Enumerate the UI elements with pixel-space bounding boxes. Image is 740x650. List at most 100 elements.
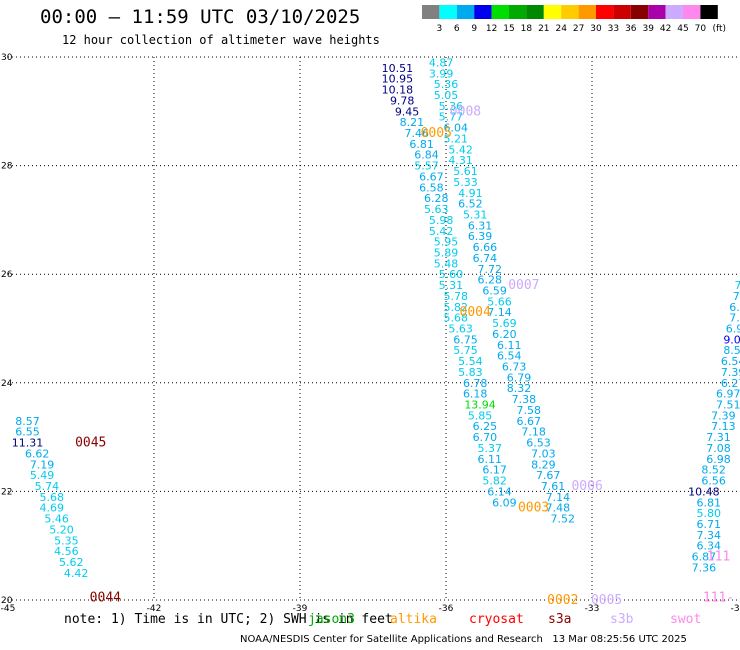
- wave-height-point: 7.61: [541, 480, 566, 493]
- wave-height-point: 5.36: [439, 100, 464, 113]
- wave-height-point: 6.67: [516, 415, 541, 428]
- colorbar-swatch: [561, 5, 579, 19]
- wave-height-point: 6.70: [473, 431, 498, 444]
- wave-height-point: 9.78: [390, 94, 415, 107]
- wave-height-point: 7.58: [516, 404, 541, 417]
- wave-height-point: 6.81: [409, 138, 434, 151]
- wave-height-point: 7.67: [536, 469, 561, 482]
- colorbar-level: 21: [538, 24, 549, 34]
- colorbar-swatch: [526, 5, 544, 19]
- wave-height-point: 7.14: [546, 491, 571, 504]
- wave-height-point: 4.42: [64, 567, 89, 580]
- wave-height-point: 6.62: [25, 447, 50, 460]
- wave-height-point: 6.09: [492, 496, 517, 509]
- wave-height-point: 7.39: [721, 366, 740, 379]
- y-tick-label: 20: [1, 596, 13, 606]
- wave-height-point: 6.27: [721, 377, 740, 390]
- wave-height-point: 8.51: [723, 344, 740, 357]
- y-tick-label: 26: [1, 270, 13, 280]
- wave-height-point: 7.3: [729, 312, 740, 325]
- mission-s3b: s3b: [610, 612, 634, 627]
- track-time-label: 0007: [508, 278, 539, 293]
- wave-height-point: 5.68: [443, 312, 468, 325]
- mission-swot: swot: [670, 612, 702, 627]
- wave-height-point: 8.29: [531, 458, 556, 471]
- wave-height-point: 5.21: [443, 132, 468, 145]
- colorbar-level: 33: [608, 24, 619, 34]
- wave-height-point: 5.20: [49, 523, 74, 536]
- wave-height-point: 6.17: [482, 464, 507, 477]
- colorbar-swatch: [700, 5, 718, 19]
- track-time-label: 0008: [450, 104, 481, 119]
- y-tick-label: 28: [1, 162, 13, 172]
- wave-height-point: 6.81: [697, 496, 722, 509]
- wave-height-point: 7.52: [551, 513, 576, 526]
- colorbar-swatch: [665, 5, 683, 19]
- wave-height-point: 7.31: [706, 431, 731, 444]
- wave-height-point: 5.46: [44, 513, 69, 526]
- wave-height-point: 8.32: [507, 382, 532, 395]
- wave-height-point: 7.08: [706, 442, 731, 455]
- colorbar-level: 18: [521, 24, 533, 34]
- y-tick-label: 22: [1, 487, 12, 497]
- wave-height-point: 6.53: [526, 437, 551, 450]
- wave-height-point: 5.82: [482, 475, 507, 488]
- wave-height-point: 5.42: [429, 225, 454, 238]
- colorbar-level: 39: [642, 24, 654, 34]
- wave-height-point: 6.78: [463, 377, 488, 390]
- wave-height-point: 5.54: [458, 355, 483, 368]
- colorbar-swatch: [474, 5, 492, 19]
- colorbar-swatch: [543, 5, 562, 19]
- wave-height-point: 6.39: [468, 230, 493, 243]
- wave-height-point: 4.69: [40, 502, 65, 515]
- wave-height-point: 5.63: [448, 323, 473, 336]
- wave-height-point: 9.45: [395, 105, 420, 118]
- wave-height-point: 5.42: [448, 143, 473, 156]
- colorbar-swatch: [596, 5, 614, 19]
- wave-height-point: 6.87: [692, 551, 717, 564]
- colorbar-level: 12: [486, 24, 497, 34]
- colorbar-level: 27: [573, 24, 584, 34]
- wave-height-point: 6.52: [458, 198, 483, 211]
- wave-height-point: 5.63: [424, 203, 449, 216]
- wave-height-point: 5.31: [463, 208, 488, 221]
- colorbar-swatch: [491, 5, 509, 19]
- wave-height-point: 5.36: [434, 78, 459, 91]
- wave-height-point: 4.91: [458, 187, 483, 200]
- wave-height-point: 6.58: [419, 181, 444, 194]
- track-time-label: 0044: [90, 590, 121, 605]
- wave-height-point: 6.54: [721, 355, 740, 368]
- chart-subtitle: 12 hour collection of altimeter wave hei…: [62, 33, 380, 47]
- wave-height-point: 5.85: [468, 409, 493, 422]
- wave-height-point: 5.49: [30, 469, 55, 482]
- wave-height-point: 6.18: [463, 388, 488, 401]
- wave-height-point: 6.97: [716, 388, 740, 401]
- colorbar-swatch: [422, 5, 440, 19]
- colorbar-level: 45: [677, 24, 688, 34]
- wave-height-point: 6.55: [15, 426, 40, 439]
- colorbar-swatch: [630, 5, 649, 19]
- wave-height-point: 5.66: [487, 295, 512, 308]
- wave-height-point: 4.87: [429, 56, 454, 69]
- wave-height-point: 7.14: [487, 306, 512, 319]
- wave-height-point: 5.82: [443, 301, 468, 314]
- wave-height-point: 6.67: [419, 170, 444, 183]
- x-tick-label: -39: [293, 604, 308, 614]
- wave-height-point: 5.60: [439, 268, 464, 281]
- wave-height-point: 6.91: [726, 323, 740, 336]
- wave-height-point: 6.74: [473, 252, 498, 265]
- wave-height-point: 5.77: [439, 111, 464, 124]
- wave-height-point: 6.14: [487, 485, 512, 498]
- colorbar-level: 24: [555, 24, 567, 34]
- wave-height-point: 10.51: [382, 62, 414, 75]
- track-time-label: 0002: [547, 593, 578, 608]
- track-time-label: 0045: [75, 436, 106, 451]
- wave-height-point: 5.95: [434, 236, 459, 249]
- wave-height-point: 6.84: [414, 149, 439, 162]
- wave-height-point: 6.75: [453, 333, 478, 346]
- wave-height-point: 7.19: [30, 458, 55, 471]
- wave-height-point: 5.35: [54, 534, 79, 547]
- x-tick-label: -36: [439, 604, 454, 614]
- colorbar-level: 15: [503, 24, 514, 34]
- altimeter-plot: -45-42-39-36-33-302022242628308.576.5511…: [1, 53, 740, 614]
